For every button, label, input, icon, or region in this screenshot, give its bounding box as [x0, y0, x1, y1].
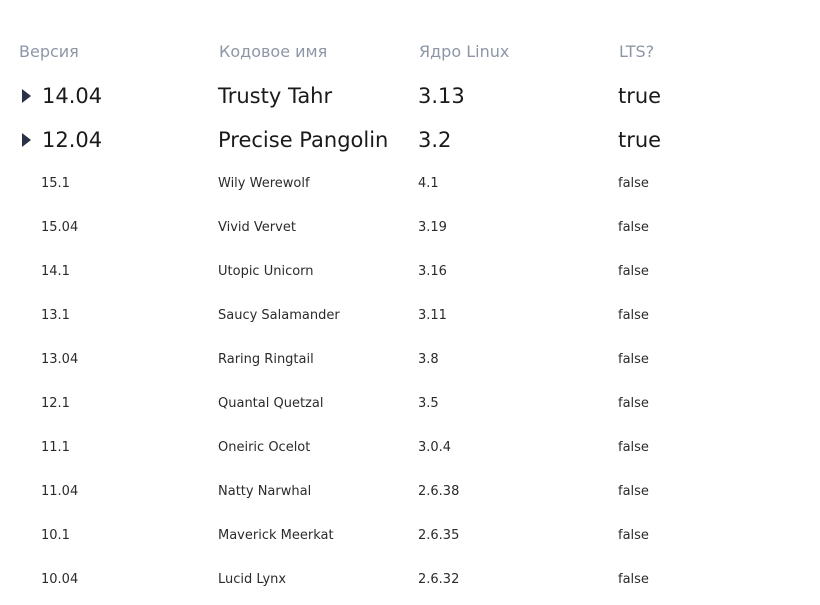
cell-kernel: 2.6.38	[418, 484, 460, 499]
cell-lts: false	[618, 528, 649, 543]
cell-codename: Maverick Meerkat	[218, 528, 334, 543]
table-row-expandable[interactable]: 12.04 Precise Pangolin 3.2 true	[0, 118, 820, 162]
column-header-lts[interactable]: LTS?	[619, 42, 655, 61]
releases-table: Версия Кодовое имя Ядро Linux LTS? 14.04…	[0, 30, 820, 602]
table-row: 14.1 Utopic Unicorn 3.16 false	[0, 250, 820, 294]
table-row: 11.1 Oneiric Ocelot 3.0.4 false	[0, 426, 820, 470]
cell-codename: Utopic Unicorn	[218, 264, 314, 279]
cell-codename: Wily Werewolf	[218, 176, 310, 191]
cell-kernel: 3.11	[418, 308, 447, 323]
cell-kernel: 3.0.4	[418, 440, 452, 455]
caret-right-icon[interactable]	[22, 133, 31, 147]
cell-kernel: 4.1	[418, 176, 439, 191]
cell-lts: false	[618, 264, 649, 279]
cell-codename: Saucy Salamander	[218, 308, 340, 323]
table-row: 15.04 Vivid Vervet 3.19 false	[0, 206, 820, 250]
cell-codename: Vivid Vervet	[218, 220, 296, 235]
cell-version: 15.04	[41, 220, 79, 235]
table-body: 14.04 Trusty Tahr 3.13 true 12.04 Precise Pan…	[0, 74, 820, 602]
table-row: 13.04 Raring Ringtail 3.8 false	[0, 338, 820, 382]
cell-kernel: 3.16	[418, 264, 447, 279]
cell-version: 13.1	[41, 308, 70, 323]
cell-kernel: 3.13	[418, 84, 465, 108]
cell-version: 13.04	[41, 352, 79, 367]
cell-version: 14.04	[42, 84, 103, 108]
cell-version: 10.04	[41, 572, 79, 587]
cell-codename: Precise Pangolin	[218, 128, 389, 152]
cell-version: 11.04	[41, 484, 79, 499]
cell-kernel: 3.2	[418, 128, 452, 152]
cell-version: 14.1	[41, 264, 70, 279]
cell-lts: false	[618, 396, 649, 411]
cell-lts: false	[618, 176, 649, 191]
cell-codename: Natty Narwhal	[218, 484, 312, 499]
table-row: 13.1 Saucy Salamander 3.11 false	[0, 294, 820, 338]
table-row: 10.1 Maverick Meerkat 2.6.35 false	[0, 514, 820, 558]
table-row: 15.1 Wily Werewolf 4.1 false	[0, 162, 820, 206]
cell-lts: false	[618, 308, 649, 323]
cell-codename: Lucid Lynx	[218, 572, 287, 587]
cell-kernel: 2.6.35	[418, 528, 460, 543]
cell-kernel: 2.6.32	[418, 572, 460, 587]
cell-version: 10.1	[41, 528, 70, 543]
cell-codename: Quantal Quetzal	[218, 396, 324, 411]
table-row: 11.04 Natty Narwhal 2.6.38 false	[0, 470, 820, 514]
cell-codename: Oneiric Ocelot	[218, 440, 311, 455]
table-header-row: Версия Кодовое имя Ядро Linux LTS?	[0, 30, 820, 74]
table-row-expandable[interactable]: 14.04 Trusty Tahr 3.13 true	[0, 74, 820, 118]
cell-codename: Raring Ringtail	[218, 352, 314, 367]
cell-lts: false	[618, 352, 649, 367]
cell-lts: true	[618, 84, 662, 108]
column-header-kernel[interactable]: Ядро Linux	[419, 42, 510, 61]
cell-version: 12.04	[42, 128, 103, 152]
cell-kernel: 3.8	[418, 352, 439, 367]
cell-lts: false	[618, 484, 649, 499]
caret-right-icon[interactable]	[22, 89, 31, 103]
cell-lts: false	[618, 572, 649, 587]
cell-lts: false	[618, 220, 649, 235]
column-header-codename[interactable]: Кодовое имя	[219, 42, 328, 61]
cell-version: 15.1	[41, 176, 70, 191]
cell-lts: false	[618, 440, 649, 455]
table-row: 10.04 Lucid Lynx 2.6.32 false	[0, 558, 820, 602]
cell-lts: true	[618, 128, 662, 152]
cell-version: 11.1	[41, 440, 70, 455]
column-header-version[interactable]: Версия	[19, 42, 79, 61]
table-row: 12.1 Quantal Quetzal 3.5 false	[0, 382, 820, 426]
cell-codename: Trusty Tahr	[218, 84, 333, 108]
cell-kernel: 3.5	[418, 396, 439, 411]
cell-version: 12.1	[41, 396, 70, 411]
cell-kernel: 3.19	[418, 220, 447, 235]
